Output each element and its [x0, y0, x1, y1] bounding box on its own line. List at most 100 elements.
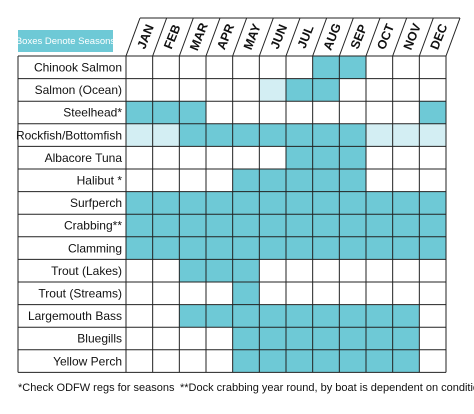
season-cell	[419, 214, 446, 237]
header-line	[178, 17, 194, 57]
season-cell	[312, 349, 340, 373]
season-cell	[339, 101, 366, 124]
header-line	[445, 17, 461, 57]
season-cell	[152, 259, 180, 282]
season-cell	[366, 56, 393, 79]
season-cell	[259, 349, 286, 373]
season-cell	[339, 56, 366, 79]
header-line	[338, 17, 354, 57]
season-cell	[179, 214, 206, 237]
season-cell	[126, 259, 153, 282]
season-cell	[339, 146, 366, 169]
season-cell	[259, 78, 286, 102]
season-cell	[419, 282, 446, 305]
row-label: Crabbing**	[64, 219, 122, 233]
season-cell	[312, 259, 340, 282]
season-cell	[392, 56, 420, 79]
season-cell	[259, 282, 286, 305]
season-cell	[232, 169, 260, 192]
season-cell	[419, 236, 446, 260]
season-cell	[366, 214, 393, 237]
season-cell	[152, 304, 180, 328]
season-cell	[286, 101, 313, 124]
month-label: OCT	[374, 22, 397, 52]
season-cell	[392, 101, 420, 124]
month-label: SEP	[348, 23, 370, 51]
season-cell	[312, 214, 340, 237]
season-cell	[126, 327, 153, 350]
season-cell	[392, 282, 420, 305]
season-cell	[126, 146, 153, 169]
season-cell	[286, 191, 313, 215]
row-label: Clamming	[68, 241, 122, 255]
season-cell	[179, 191, 206, 215]
season-cell	[179, 78, 206, 102]
season-cell	[419, 169, 446, 192]
season-cell	[259, 259, 286, 282]
season-cell	[286, 259, 313, 282]
season-cell	[206, 349, 233, 373]
season-cell	[259, 146, 286, 169]
season-cell	[392, 169, 420, 192]
season-cell	[179, 304, 206, 328]
season-cell	[259, 191, 286, 215]
season-cell	[126, 214, 153, 237]
season-cell	[339, 349, 366, 373]
season-cell	[366, 327, 393, 350]
season-cell	[179, 146, 206, 169]
season-cell	[366, 349, 393, 373]
season-cell	[179, 101, 206, 124]
season-cell	[286, 282, 313, 305]
season-cell	[392, 236, 420, 260]
season-cell	[392, 123, 420, 147]
season-cell	[286, 327, 313, 350]
season-cell	[392, 304, 420, 328]
season-cell	[206, 327, 233, 350]
season-cell	[392, 259, 420, 282]
season-cell	[232, 327, 260, 350]
season-cell	[419, 259, 446, 282]
season-cell	[232, 259, 260, 282]
season-cell	[366, 78, 393, 102]
season-cell	[312, 191, 340, 215]
header-line	[392, 17, 408, 57]
row-label: Trout (Lakes)	[51, 264, 122, 278]
season-cell	[259, 56, 286, 79]
season-cell	[179, 282, 206, 305]
season-cell	[286, 304, 313, 328]
header-line	[285, 17, 301, 57]
season-cell	[152, 123, 180, 147]
season-cell	[232, 349, 260, 373]
season-cell	[312, 56, 340, 79]
season-cell	[419, 123, 446, 147]
season-cell	[339, 169, 366, 192]
season-cell	[232, 214, 260, 237]
season-cell	[179, 259, 206, 282]
season-cell	[179, 236, 206, 260]
season-cell	[152, 282, 180, 305]
row-label: Chinook Salmon	[34, 60, 122, 74]
header-line	[365, 17, 381, 57]
month-label: JUL	[295, 23, 317, 50]
season-cell	[232, 236, 260, 260]
season-cell	[206, 123, 233, 147]
season-cell	[206, 236, 233, 260]
row-label: Surfperch	[70, 196, 122, 210]
season-cell	[419, 146, 446, 169]
month-label: FEB	[161, 23, 183, 51]
row-label: Halibut *	[77, 173, 123, 187]
season-cell	[206, 304, 233, 328]
season-cell	[232, 78, 260, 102]
season-cell	[152, 101, 180, 124]
month-label: JUN	[268, 23, 290, 51]
season-cell	[312, 123, 340, 147]
season-cell	[366, 259, 393, 282]
row-label: Albacore Tuna	[45, 151, 123, 165]
season-cell	[312, 304, 340, 328]
season-cell	[152, 236, 180, 260]
season-cell	[339, 282, 366, 305]
season-cell	[366, 123, 393, 147]
season-cell	[419, 191, 446, 215]
season-cell	[286, 56, 313, 79]
month-label: MAY	[241, 21, 264, 52]
